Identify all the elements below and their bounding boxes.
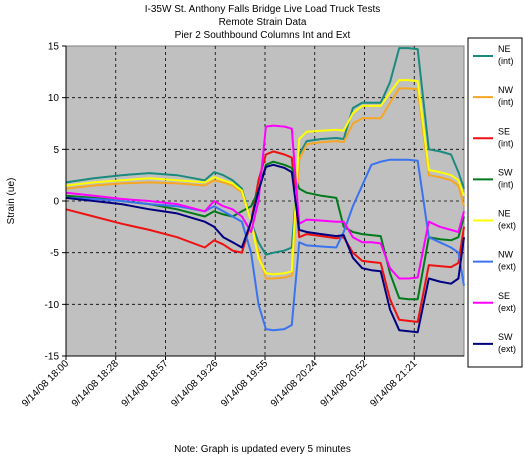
legend-label: NW xyxy=(498,250,513,260)
x-tick-label: 9/14/08 21:21 xyxy=(368,358,419,409)
y-tick-label: 10 xyxy=(48,93,60,104)
x-tick-label: 9/14/08 18:00 xyxy=(20,358,71,409)
series-line-sw-ext xyxy=(65,163,465,334)
x-tick-label: 9/14/08 20:52 xyxy=(319,358,370,409)
legend-label: NE xyxy=(498,209,511,219)
legend-label: SE xyxy=(498,291,510,301)
x-tick-label: 9/14/08 19:55 xyxy=(219,358,270,409)
series-line-ne-int xyxy=(65,47,465,256)
series-line-nw-int xyxy=(65,87,465,280)
legend-label: SW xyxy=(498,332,513,342)
legend-sublabel: (int) xyxy=(498,138,514,148)
y-tick-label: -10 xyxy=(45,300,60,311)
legend-label: NW xyxy=(498,85,513,95)
series-line-se-ext xyxy=(65,124,465,280)
legend-sublabel: (int) xyxy=(498,179,514,189)
y-tick-label: -15 xyxy=(45,352,60,363)
x-tick-label: 9/14/08 18:28 xyxy=(70,358,121,409)
chart-subtitle-1: Remote Strain Data xyxy=(218,17,307,28)
chart-title: I-35W St. Anthony Falls Bridge Live Load… xyxy=(144,4,381,15)
update-note: Note: Graph is updated every 5 minutes xyxy=(174,444,351,455)
legend-sublabel: (ext) xyxy=(498,344,516,354)
series-line-ne-ext xyxy=(65,79,465,276)
x-tick-label: 9/14/08 20:24 xyxy=(269,358,320,409)
chart-titles: I-35W St. Anthony Falls Bridge Live Load… xyxy=(0,3,525,42)
legend-sublabel: (ext) xyxy=(498,221,516,231)
legend-label: SW xyxy=(498,167,513,177)
y-tick-label: -5 xyxy=(50,248,59,259)
legend-sublabel: (ext) xyxy=(498,262,516,272)
y-tick-label: 15 xyxy=(48,42,60,53)
legend-sublabel: (int) xyxy=(498,97,514,107)
series-line-se-int xyxy=(65,150,465,323)
legend-sublabel: (int) xyxy=(498,56,514,66)
legend-label: NE xyxy=(498,44,511,54)
legend-box xyxy=(467,37,523,368)
y-tick-label: 0 xyxy=(53,197,59,208)
legend-sublabel: (ext) xyxy=(498,303,516,313)
series-line-nw-ext xyxy=(65,158,465,332)
legend-label: SE xyxy=(498,126,510,136)
chart-subtitle-2: Pier 2 Southbound Columns Int and Ext xyxy=(174,30,351,41)
x-tick-label: 9/14/08 18:57 xyxy=(120,358,171,409)
series-line-sw-int xyxy=(65,160,465,301)
y-axis-label: Strain (ue) xyxy=(6,178,17,225)
y-tick-label: 5 xyxy=(53,145,59,156)
x-tick-label: 9/14/08 19:26 xyxy=(169,358,220,409)
